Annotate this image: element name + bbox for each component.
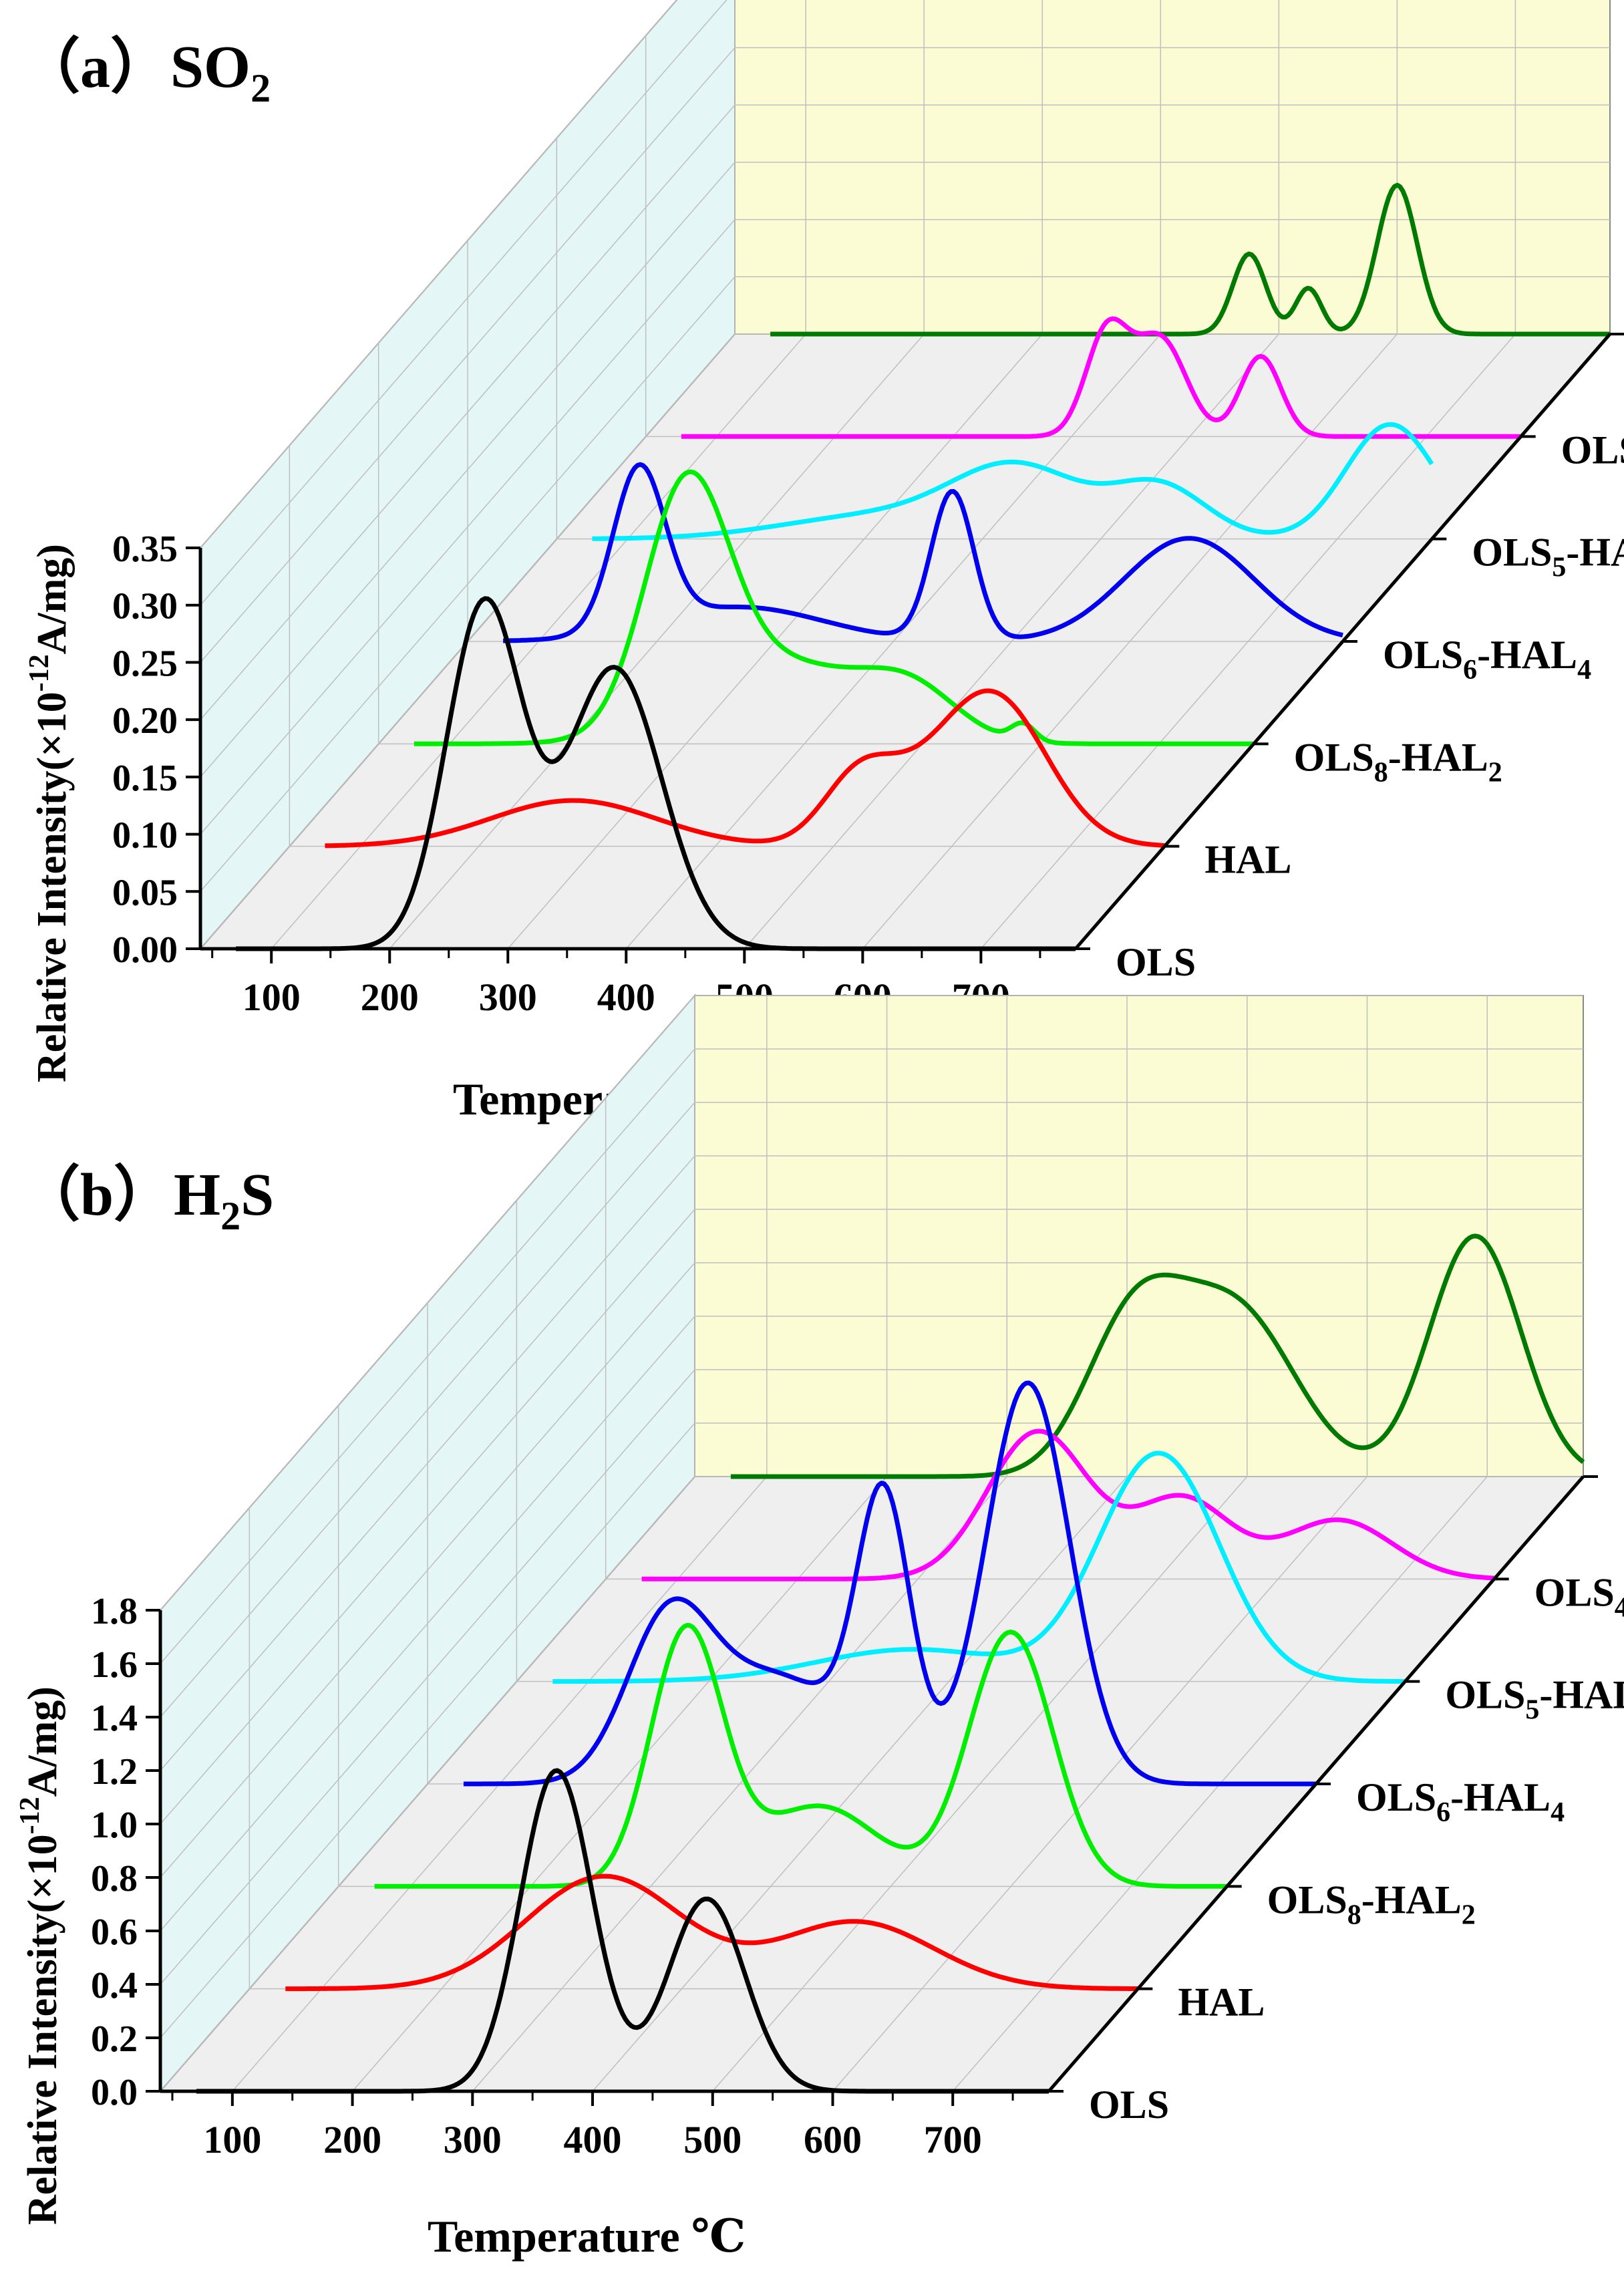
series-label: OLS6-HAL4 [1356, 1775, 1565, 1828]
left-wall-grid-line [160, 1369, 695, 1985]
series-label: OLS [1089, 2083, 1169, 2127]
series-label: OLS4-HAL6 [1561, 428, 1624, 480]
y-tick-label: 0.30 [112, 586, 178, 627]
left-wall-grid-line [160, 1102, 695, 1718]
series-line-ols6-hal4 [463, 1380, 1316, 1787]
x-tick-label: 500 [683, 2118, 742, 2161]
y-tick-label: 1.2 [91, 1751, 138, 1793]
series-label: OLS8-HAL2 [1267, 1877, 1476, 1930]
series-label: HAL [1204, 838, 1291, 882]
y-tick-label: 0.35 [112, 528, 178, 570]
y-tick-label: 0.6 [91, 1912, 138, 1953]
back-wall [734, 0, 1611, 335]
series-label: OLS [1116, 940, 1196, 984]
panel-a-axes: 0.00 0.05 0.10 0.15 0.20 0.25 0.30 0.35 100 200 30… [112, 333, 1624, 1019]
series-line-ols8-hal2 [414, 469, 1254, 746]
left-wall-grid-line [160, 1316, 695, 1932]
series-line-ols5-hal5 [552, 1451, 1406, 1684]
y-tick-label: 0.2 [91, 2018, 138, 2060]
y-tick-label: 0.20 [112, 700, 178, 742]
y-tick-label: 0.8 [91, 1858, 138, 1900]
panel-b-h2s: （b）H2S 0.0 0.2 0.4 0.6 0.8 1.0 1.2 1.4 1.6 1.8 100… [15, 994, 1624, 2262]
series-line-ols2-hal8 [770, 182, 1610, 337]
series-line-ols8-hal2 [374, 1623, 1227, 1889]
x-tick-label: 600 [804, 2118, 862, 2161]
left-wall-grid-line [160, 1476, 695, 2092]
series-label: OLS8-HAL2 [1294, 735, 1502, 788]
x-tick-label: 200 [323, 2118, 381, 2161]
y-tick-label: 0.10 [112, 815, 178, 857]
series-label: OLS4-HAL6 [1534, 1570, 1624, 1623]
panel-a-so2: （a）SO2 0.00 0.05 0.10 0.15 0.20 0.25 0.30 0.35 1… [20, 0, 1624, 1124]
x-tick-label: 200 [361, 975, 419, 1019]
left-wall-grid-line [160, 1048, 695, 1664]
series-label: OLS5-HAL5 [1472, 530, 1624, 583]
series-label: HAL [1178, 1980, 1265, 2024]
panel-a-title: （a）SO2 [20, 34, 271, 110]
left-wall-grid-line [200, 162, 736, 778]
left-wall-grid-line [200, 104, 736, 720]
x-tick-label: 400 [564, 2118, 622, 2161]
y-tick-label: 0.4 [91, 1965, 138, 2006]
series-label: OLS6-HAL4 [1383, 633, 1591, 686]
panel-a-ylabel: Relative Intensity(×10-12A/mg) [24, 544, 75, 1082]
left-wall-grid-line [160, 1209, 695, 1825]
back-wall [694, 995, 1584, 1477]
series-line-ols6-hal4 [503, 462, 1343, 643]
series-line-ols2-hal8 [730, 1233, 1585, 1479]
series-line-hal [325, 688, 1165, 849]
left-wall-grid-line [160, 1422, 695, 2038]
y-tick-label: 0.15 [112, 758, 178, 799]
left-wall-grid-line [200, 0, 678, 549]
x-tick-label: 300 [444, 2118, 502, 2161]
y-tick-label: 1.6 [91, 1644, 138, 1686]
panel-b-ylabel: Relative Intensity(×10-12A/mg) [15, 1686, 65, 2225]
series-line-hal [285, 1873, 1138, 1992]
y-tick-label: 1.0 [91, 1805, 138, 1846]
panel-b-back-walls [158, 994, 1585, 2093]
left-wall-grid-line [200, 219, 736, 835]
x-tick-label: 700 [924, 2118, 982, 2161]
left-wall-grid-line [160, 1262, 695, 1878]
x-tick-label: 400 [597, 975, 655, 1019]
series-line-ols4-hal6 [681, 316, 1521, 439]
panel-b-axes: 0.0 0.2 0.4 0.6 0.8 1.0 1.2 1.4 1.6 1.8 100 200 300 4… [91, 1468, 1624, 2161]
panel-b-title: （b）H2S [20, 1162, 274, 1238]
panel-a-back-walls [198, 0, 1612, 951]
x-tick-label: 300 [479, 975, 537, 1019]
left-wall-grid-line [160, 1155, 695, 1771]
x-tick-label: 100 [242, 975, 301, 1019]
x-tick-label: 100 [203, 2118, 261, 2161]
left-wall-grid-line [200, 47, 736, 663]
y-tick-label: 0.25 [112, 643, 178, 684]
y-tick-label: 0.05 [112, 872, 178, 913]
left-wall-grid-line [200, 276, 736, 892]
y-tick-label: 0.0 [91, 2072, 138, 2113]
series-label: OLS5-HAL5 [1445, 1673, 1624, 1726]
series-line-ols5-hal5 [592, 422, 1434, 541]
y-tick-label: 0.00 [112, 929, 178, 971]
left-wall-grid-line [200, 0, 727, 606]
series-line-ols4-hal6 [641, 1428, 1494, 1581]
y-tick-label: 1.8 [91, 1591, 138, 1632]
panel-b-xlabel: Temperature ℃ [428, 2211, 746, 2262]
y-tick-label: 1.4 [91, 1698, 138, 1739]
left-wall-grid-line [160, 995, 695, 1611]
